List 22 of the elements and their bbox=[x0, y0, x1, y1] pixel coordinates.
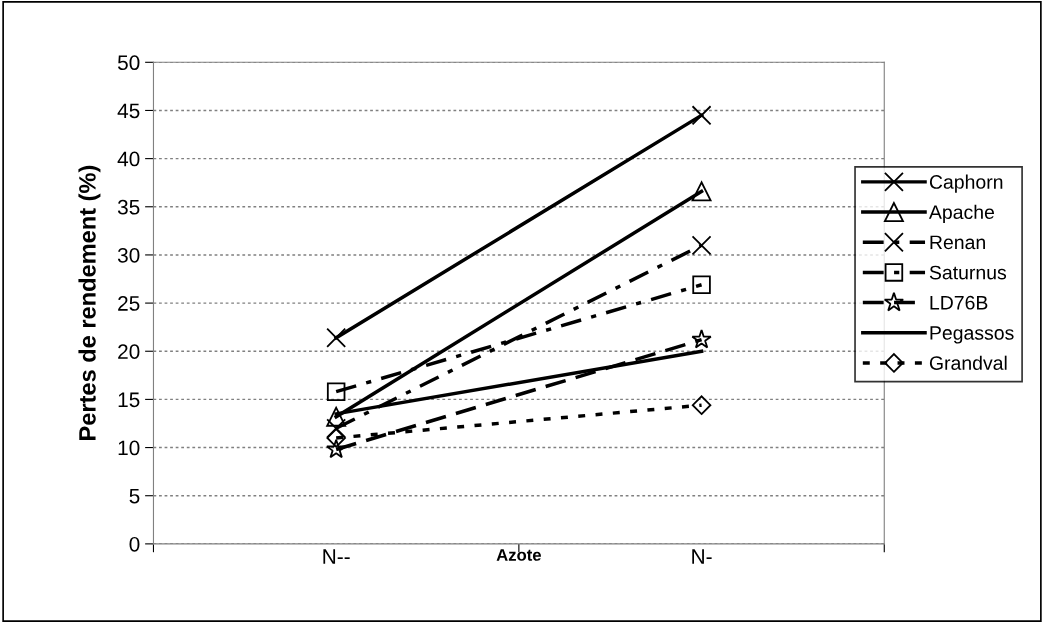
y-tick-label: 30 bbox=[117, 247, 140, 263]
y-tick-label: 50 bbox=[117, 55, 140, 71]
y-axis-title: Pertes de rendement (%) bbox=[78, 165, 101, 440]
y-tick-label: 40 bbox=[117, 151, 140, 167]
legend-label: Apache bbox=[928, 204, 995, 223]
y-tick-label: 0 bbox=[129, 536, 140, 552]
legend-label: Saturnus bbox=[929, 265, 1007, 280]
y-tick-label: 45 bbox=[117, 103, 140, 119]
legend-label: Renan bbox=[930, 235, 985, 250]
y-tick-label: 25 bbox=[118, 296, 140, 311]
x-tick-label: N- bbox=[692, 549, 712, 564]
y-tick-label: 35 bbox=[117, 199, 140, 215]
legend-label: Pegassos bbox=[930, 326, 1014, 344]
y-tick-label: 5 bbox=[129, 488, 140, 504]
legend-label: Grandval bbox=[929, 355, 1007, 370]
y-tick-label: 15 bbox=[118, 392, 140, 408]
y-tick-label: 20 bbox=[118, 344, 140, 359]
legend-label: Caphorn bbox=[929, 174, 1003, 193]
legend-label: LD76B bbox=[930, 295, 988, 310]
x-tick-label: N-- bbox=[323, 549, 350, 564]
y-tick-label: 10 bbox=[118, 440, 140, 456]
x-axis-title: Azote bbox=[496, 549, 541, 561]
